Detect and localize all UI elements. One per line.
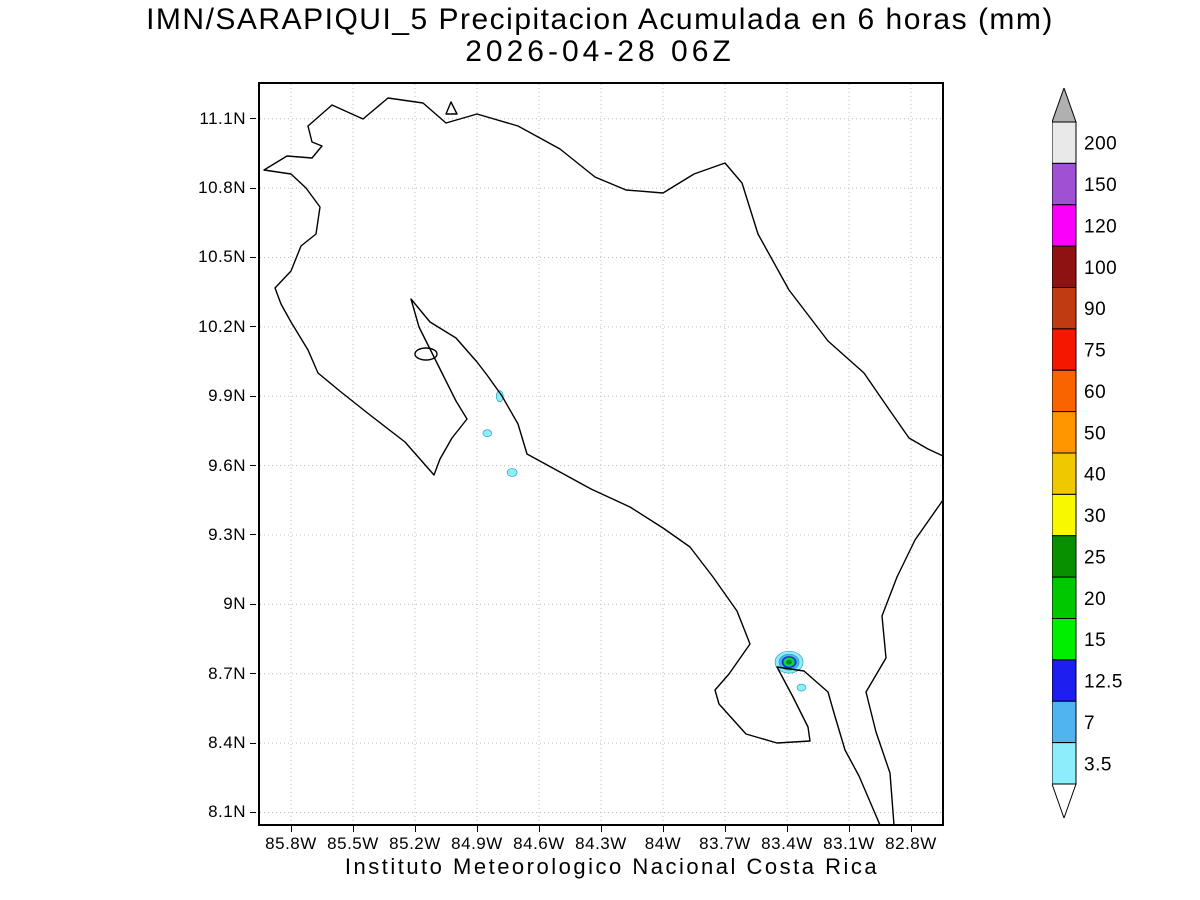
y-tick-label: 8.4N xyxy=(208,733,246,753)
costa-rica-pacific-coast xyxy=(263,125,881,824)
x-tick-mark xyxy=(538,826,540,832)
colorbar-label: 50 xyxy=(1084,423,1106,444)
colorbar-band xyxy=(1052,287,1077,330)
precip-cell xyxy=(482,429,493,437)
y-tick-label: 9.9N xyxy=(208,386,246,406)
chart-title: IMN/SARAPIQUI_5 Precipitacion Acumulada … xyxy=(146,3,1054,36)
y-tick-mark xyxy=(250,673,256,675)
precipitation-colorbar: 200 150 120 100 90 75 60 50 40 30 25 20 15 12.5 7 3.5 xyxy=(1052,88,1123,818)
x-tick-label: 84W xyxy=(644,834,682,853)
map-plot-area: 85.8W 85.5W 85.2W 84.9W 84.6W 84.3W 84W 83.7W 83… xyxy=(198,82,944,853)
colorbar-label: 200 xyxy=(1084,134,1117,155)
colorbar-band xyxy=(1052,659,1077,702)
title-block: IMN/SARAPIQUI_5 Precipitacion Acumulada … xyxy=(0,4,1200,68)
y-tick-mark xyxy=(250,326,256,328)
colorbar-band xyxy=(1052,121,1077,164)
precip-cell xyxy=(785,659,793,665)
colorbar-label: 90 xyxy=(1084,299,1106,320)
colorbar-band xyxy=(1052,411,1077,454)
colorbar-arrow-top xyxy=(1052,88,1077,123)
y-tick-label: 11.1N xyxy=(199,108,246,128)
precip-cell xyxy=(495,390,504,402)
precip-cell xyxy=(796,683,807,692)
x-tick-mark xyxy=(290,826,292,832)
x-tick-mark xyxy=(352,826,354,832)
colorbar-band xyxy=(1052,328,1077,371)
lake-island-triangle xyxy=(445,101,458,115)
colorbar-label: 120 xyxy=(1084,216,1117,237)
colorbar-band xyxy=(1052,245,1077,288)
y-tick-label: 9.6N xyxy=(208,455,246,475)
colorbar-label: 40 xyxy=(1084,465,1106,486)
x-tick-label: 83.4W xyxy=(761,834,813,853)
colorbar-label: 7 xyxy=(1084,713,1095,734)
colorbar-label: 100 xyxy=(1084,258,1117,279)
footer-caption: Instituto Meteorologico Nacional Costa R… xyxy=(344,854,880,879)
x-tick-mark xyxy=(786,826,788,832)
x-tick-mark xyxy=(724,826,726,832)
x-tick-label: 84.6W xyxy=(513,834,565,853)
y-tick-label: 10.2N xyxy=(198,316,246,336)
y-tick-label: 10.5N xyxy=(198,247,246,267)
y-tick-mark xyxy=(250,395,256,397)
y-tick-label: 9.3N xyxy=(208,524,246,544)
costa-rica-map-svg xyxy=(260,84,942,824)
colorbar-band xyxy=(1052,576,1077,619)
colorbar-band xyxy=(1052,369,1077,413)
colorbar-label: 150 xyxy=(1084,175,1117,196)
x-tick-mark xyxy=(414,826,416,832)
y-tick-mark xyxy=(250,811,256,813)
costa-rica-panama-border xyxy=(865,500,942,824)
chira-island-contour xyxy=(414,347,438,361)
colorbar-label: 3.5 xyxy=(1084,754,1112,775)
colorbar-label: 15 xyxy=(1084,630,1106,651)
costa-rica-north-border-and-caribbean-coast xyxy=(307,97,942,457)
y-tick-label: 10.8N xyxy=(198,178,246,198)
x-tick-label: 83.1W xyxy=(823,834,875,853)
y-tick-mark xyxy=(250,187,256,189)
y-tick-mark xyxy=(250,256,256,258)
colorbar-arrow-bottom xyxy=(1052,783,1077,818)
x-tick-label: 85.2W xyxy=(389,834,441,853)
coastline-group xyxy=(263,97,942,824)
colorbar-band xyxy=(1052,493,1077,537)
chart-valid-time: 2026-04-28 06Z xyxy=(465,35,735,68)
x-tick-mark xyxy=(910,826,912,832)
y-tick-mark xyxy=(250,534,256,536)
colorbar-label: 20 xyxy=(1084,589,1106,610)
colorbar-label: 12.5 xyxy=(1084,672,1123,693)
x-tick-mark xyxy=(476,826,478,832)
colorbar-label: 75 xyxy=(1084,341,1106,362)
colorbar-band xyxy=(1052,535,1077,578)
y-tick-mark xyxy=(250,603,256,605)
y-tick-label: 8.7N xyxy=(208,663,246,683)
colorbar-label: 60 xyxy=(1084,382,1106,403)
colorbar-label: 25 xyxy=(1084,547,1106,568)
y-tick-mark xyxy=(250,742,256,744)
precipitation-cells-group xyxy=(482,390,807,692)
y-tick-label: 8.1N xyxy=(208,802,246,822)
y-tick-mark xyxy=(250,465,256,467)
x-tick-mark xyxy=(848,826,850,832)
x-tick-label: 82.8W xyxy=(885,834,937,853)
precip-cell xyxy=(506,468,518,477)
x-tick-label: 85.8W xyxy=(265,834,317,853)
y-tick-mark xyxy=(250,118,256,120)
x-tick-label: 84.9W xyxy=(451,834,503,853)
x-tick-mark xyxy=(662,826,664,832)
colorbar-band xyxy=(1052,700,1077,744)
x-tick-label: 85.5W xyxy=(327,834,379,853)
grid-group xyxy=(260,84,942,824)
x-tick-mark xyxy=(600,826,602,832)
colorbar-band xyxy=(1052,204,1077,247)
colorbar-band xyxy=(1052,742,1077,785)
x-tick-label: 84.3W xyxy=(575,834,627,853)
colorbar-band xyxy=(1052,452,1077,495)
colorbar-band xyxy=(1052,162,1077,206)
x-tick-label: 83.7W xyxy=(699,834,751,853)
colorbar-band xyxy=(1052,618,1077,661)
colorbar-label: 30 xyxy=(1084,506,1106,527)
y-tick-label: 9N xyxy=(223,594,246,614)
